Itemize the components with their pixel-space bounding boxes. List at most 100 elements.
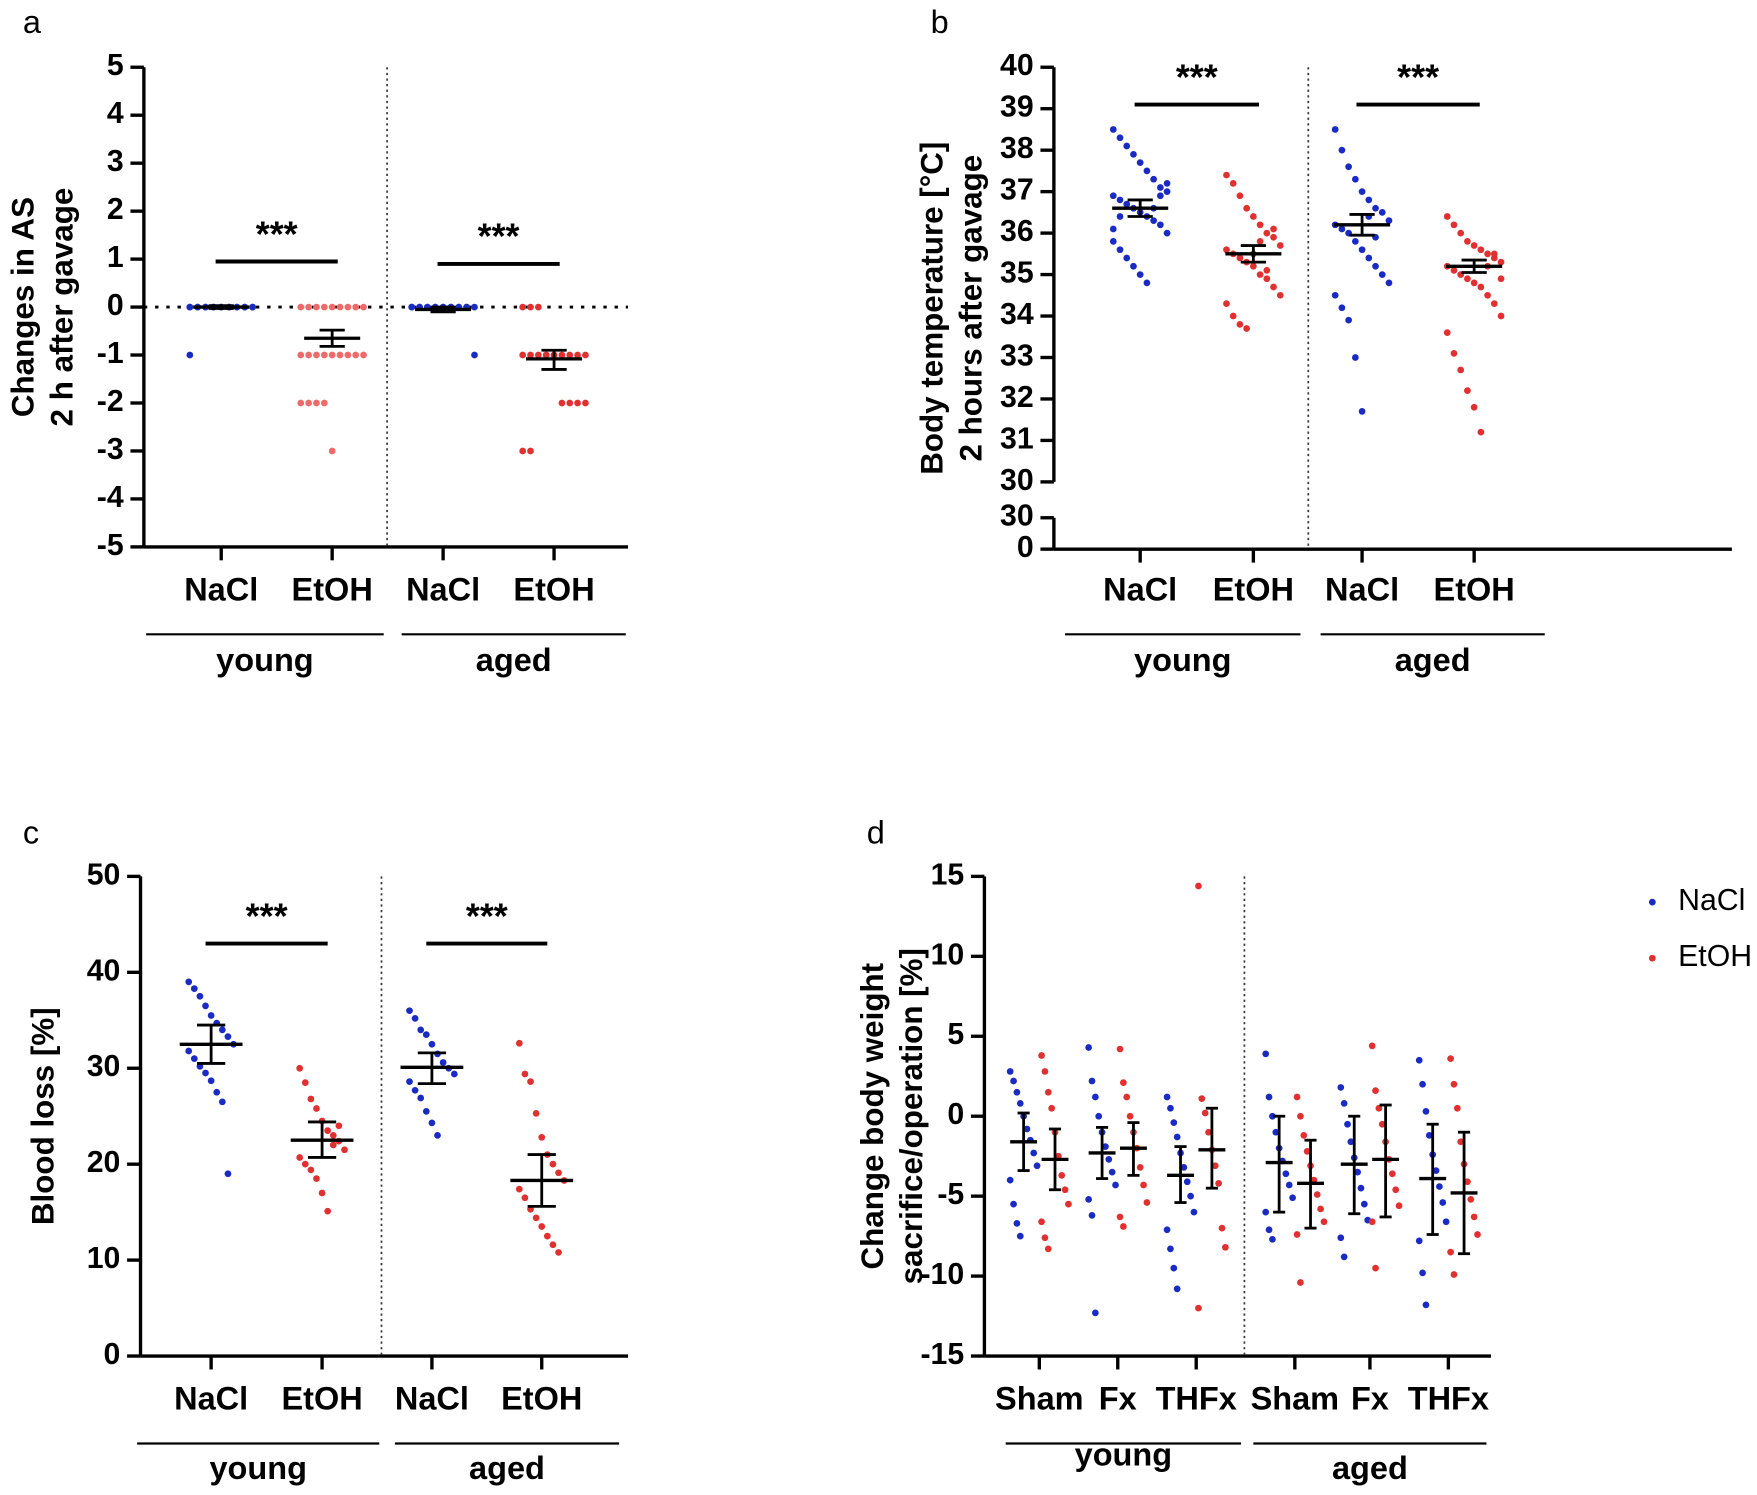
data-point (1358, 408, 1366, 415)
data-point (1415, 1237, 1423, 1245)
y-tick-label: 31 (1000, 422, 1034, 455)
data-point (1038, 1218, 1045, 1226)
data-point (439, 1059, 447, 1066)
y-tick-label: 0 (104, 1338, 121, 1371)
data-point (1183, 1178, 1191, 1186)
y-tick-label: 30 (1000, 500, 1034, 533)
data-point (305, 303, 312, 311)
data-point (1023, 1125, 1031, 1133)
data-point (1156, 221, 1164, 229)
y-tick-label: -1 (97, 337, 124, 370)
data-point (527, 447, 534, 455)
data-point (1085, 1195, 1092, 1203)
x-tick-label: EtOH (501, 1380, 582, 1416)
data-point (186, 351, 194, 359)
data-point (1477, 246, 1485, 254)
data-point (1344, 1120, 1351, 1128)
data-point (1123, 254, 1131, 262)
data-point (417, 1026, 425, 1034)
y-tick-label: 15 (931, 858, 965, 891)
data-point (1265, 1093, 1273, 1101)
y-tick-label: 39 (1000, 91, 1034, 124)
data-point (1006, 1176, 1014, 1184)
data-point (1345, 163, 1352, 171)
x-tick-label: THFx (1156, 1380, 1237, 1416)
data-point (1263, 229, 1271, 237)
data-point (566, 399, 574, 407)
data-point (1351, 238, 1359, 245)
data-point (538, 1133, 546, 1141)
y-tick-label: 37 (1000, 174, 1034, 207)
group-label: young (1075, 1436, 1172, 1472)
data-point (352, 303, 360, 311)
data-point (1395, 1202, 1403, 1210)
data-point (190, 985, 198, 992)
data-point (1187, 1192, 1194, 1200)
x-tick-label: Sham (1251, 1380, 1340, 1416)
data-point (213, 1088, 221, 1096)
data-point (1378, 1120, 1386, 1128)
data-point (1357, 1184, 1365, 1192)
data-point (320, 351, 328, 359)
data-point (1354, 1168, 1361, 1176)
data-point (1223, 300, 1230, 307)
data-point (408, 303, 416, 311)
data-point (1477, 428, 1485, 436)
data-point (1010, 1077, 1017, 1085)
data-point (1484, 250, 1491, 258)
data-point (1385, 217, 1393, 225)
data-point (422, 1031, 430, 1039)
data-point (297, 399, 305, 407)
data-point (1150, 217, 1157, 225)
data-point (224, 1170, 232, 1178)
data-point (1136, 159, 1144, 166)
data-point (1464, 238, 1471, 245)
data-point (1282, 1170, 1290, 1178)
data-point (1030, 1149, 1038, 1157)
group-label: aged (1332, 1450, 1408, 1486)
data-point (1270, 233, 1277, 241)
y-tick-label: 5 (107, 49, 124, 82)
data-point (344, 351, 352, 359)
data-point (1303, 1148, 1311, 1155)
data-point (297, 303, 305, 311)
data-point (1358, 246, 1366, 254)
data-point (558, 399, 566, 407)
group-label: young (216, 642, 313, 678)
y-tick-label: 4 (107, 97, 124, 130)
data-point (1464, 275, 1471, 283)
data-point (1293, 1093, 1301, 1101)
y-tick-label: 32 (1000, 381, 1034, 414)
panel-label: d (867, 814, 885, 850)
y-axis-label: Changes in AS (5, 197, 40, 417)
data-point (1108, 1168, 1116, 1176)
data-point (1419, 1080, 1426, 1088)
data-point (301, 1079, 309, 1086)
data-point (1091, 1093, 1099, 1101)
data-point (1372, 1264, 1379, 1272)
data-point (1372, 262, 1379, 270)
data-point (1218, 1224, 1226, 1232)
data-point (411, 1086, 419, 1094)
data-point (1450, 267, 1458, 274)
data-point (344, 303, 352, 311)
data-point (1276, 242, 1284, 249)
data-point (1443, 329, 1451, 336)
panel-label: c (23, 814, 39, 850)
data-point (207, 1012, 215, 1019)
data-point (1372, 1087, 1379, 1094)
data-point (1123, 142, 1131, 150)
data-point (1447, 1248, 1454, 1256)
data-point (1422, 1108, 1430, 1115)
data-point (1091, 1309, 1099, 1317)
data-point (324, 1127, 332, 1134)
data-point (1065, 1200, 1072, 1208)
data-point (1198, 1095, 1206, 1102)
data-point (1467, 1195, 1475, 1203)
data-point (1136, 271, 1144, 278)
x-tick-label: EtOH (1213, 571, 1294, 607)
legend-label: NaCl (1678, 884, 1745, 917)
data-point (1163, 229, 1171, 237)
y-tick-label: 34 (1000, 298, 1034, 331)
y-tick-label: -4 (97, 481, 124, 514)
